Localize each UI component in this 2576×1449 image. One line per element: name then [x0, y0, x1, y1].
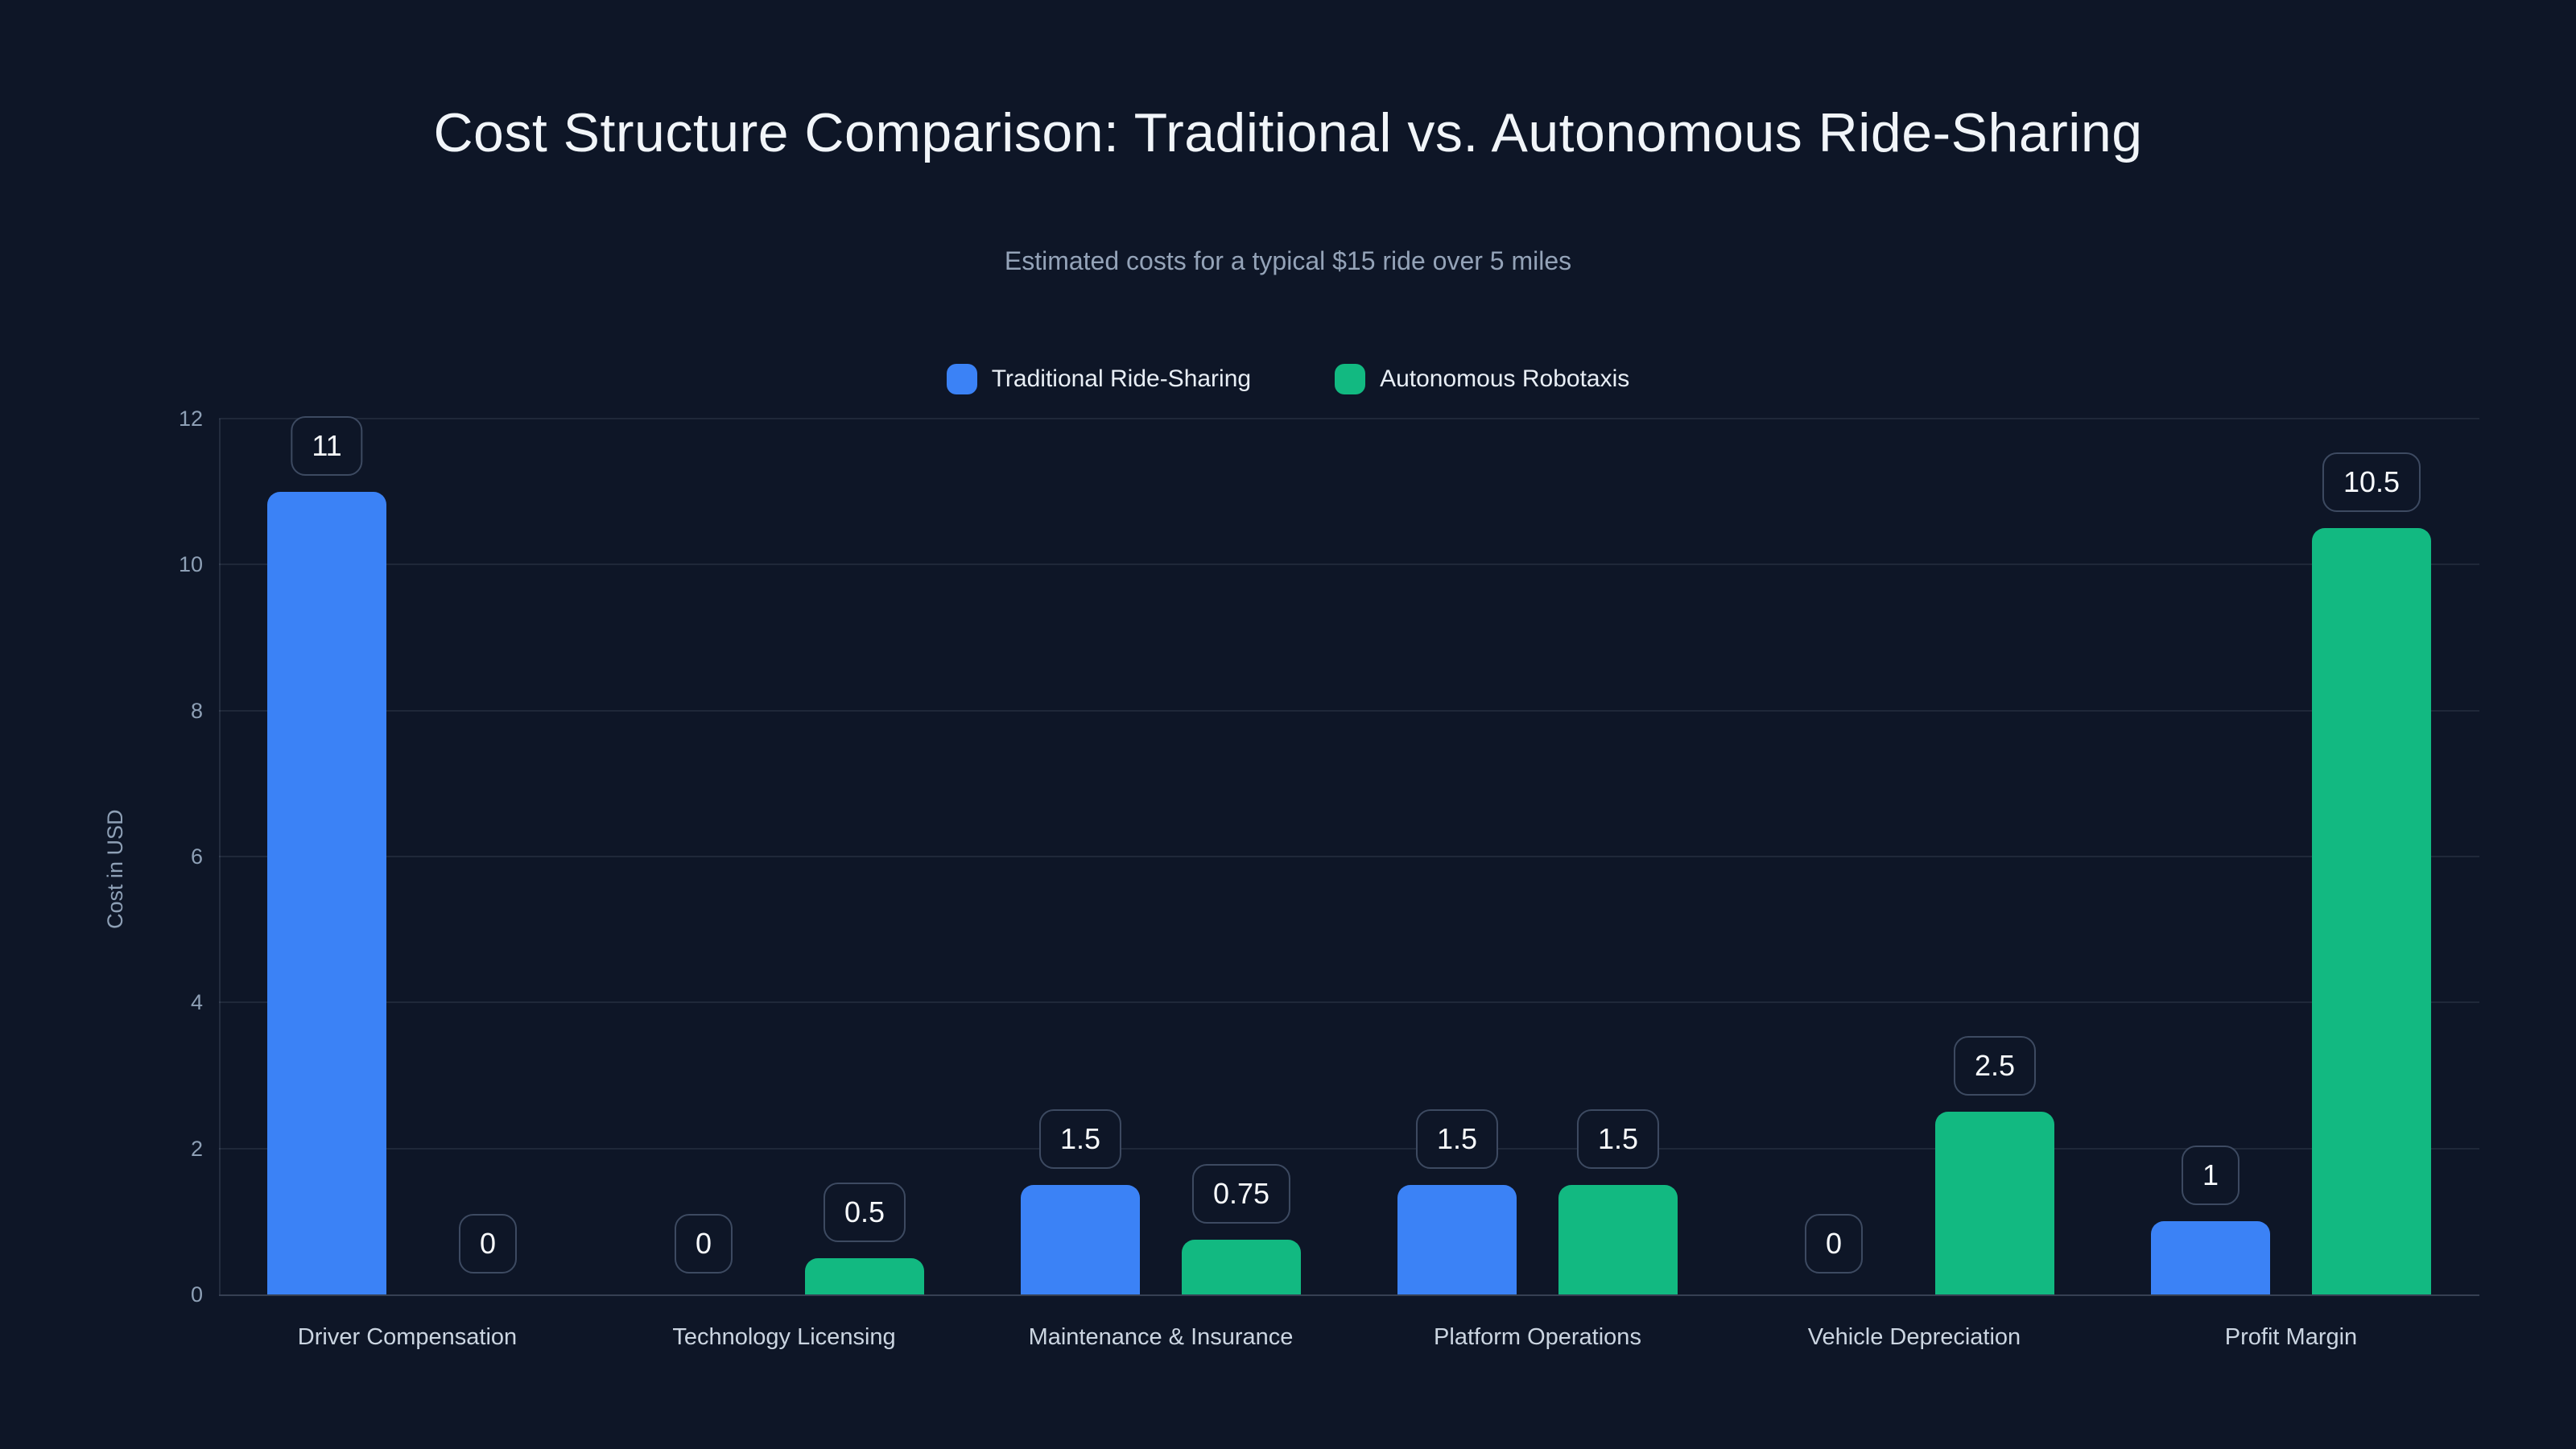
y-tick-label: 8 — [190, 698, 203, 723]
y-tick-label: 12 — [178, 407, 203, 431]
value-label: 0.75 — [1191, 1164, 1291, 1224]
grid-line — [219, 564, 2479, 566]
bar-traditional — [1397, 1185, 1517, 1294]
legend-swatch-traditional-icon — [946, 364, 977, 394]
category-label: Maintenance & Insurance — [1028, 1324, 1294, 1350]
y-tick-label: 2 — [190, 1136, 203, 1161]
grid-line — [219, 418, 2479, 419]
y-tick-label: 10 — [178, 552, 203, 577]
category-label: Technology Licensing — [672, 1324, 896, 1350]
value-label: 1.5 — [1576, 1109, 1660, 1169]
value-label: 1.5 — [1415, 1109, 1499, 1169]
grid-line — [219, 1001, 2479, 1004]
legend-label-autonomous: Autonomous Robotaxis — [1380, 365, 1630, 392]
legend-item-traditional: Traditional Ride-Sharing — [946, 364, 1252, 394]
legend: Traditional Ride-Sharing Autonomous Robo… — [0, 364, 2576, 394]
value-label: 0 — [674, 1214, 733, 1274]
bar-traditional — [2151, 1221, 2270, 1294]
category-label: Profit Margin — [2224, 1324, 2358, 1350]
y-axis-line — [219, 419, 221, 1294]
y-tick-label: 6 — [190, 844, 203, 869]
bar-autonomous — [1935, 1112, 2054, 1294]
legend-label-traditional: Traditional Ride-Sharing — [991, 365, 1252, 392]
bar-traditional — [1021, 1185, 1140, 1294]
x-axis-baseline — [219, 1294, 2479, 1296]
grid-line — [219, 709, 2479, 712]
value-label: 0 — [458, 1214, 518, 1274]
category-label: Platform Operations — [1434, 1324, 1641, 1350]
y-tick-label: 0 — [190, 1282, 203, 1307]
bar-autonomous — [1558, 1185, 1678, 1294]
bar-autonomous — [1182, 1240, 1301, 1294]
plot-area: 11 0 0 0.5 1.5 0.75 1.5 1.5 0 2.5 1 10.5 — [219, 415, 2479, 1296]
category-label: Vehicle Depreciation — [1807, 1324, 2021, 1350]
value-label: 1 — [2181, 1146, 2240, 1206]
value-label: 0.5 — [823, 1182, 906, 1242]
grid-line — [219, 1147, 2479, 1150]
value-label: 1.5 — [1038, 1109, 1122, 1169]
value-label: 11 — [291, 415, 363, 476]
value-label: 10.5 — [2322, 452, 2421, 512]
y-tick-label: 4 — [190, 990, 203, 1015]
value-label: 0 — [1804, 1214, 1864, 1274]
chart-subtitle: Estimated costs for a typical $15 ride o… — [1004, 246, 1572, 275]
bar-traditional — [267, 491, 386, 1294]
value-label: 2.5 — [1953, 1036, 2037, 1096]
chart-title: Cost Structure Comparison: Traditional v… — [433, 102, 2143, 163]
category-label: Driver Compensation — [297, 1324, 518, 1350]
bar-autonomous — [2312, 528, 2431, 1294]
legend-item-autonomous: Autonomous Robotaxis — [1335, 364, 1629, 394]
grid-line — [219, 856, 2479, 857]
legend-swatch-autonomous-icon — [1335, 364, 1366, 394]
bar-autonomous — [805, 1257, 924, 1294]
